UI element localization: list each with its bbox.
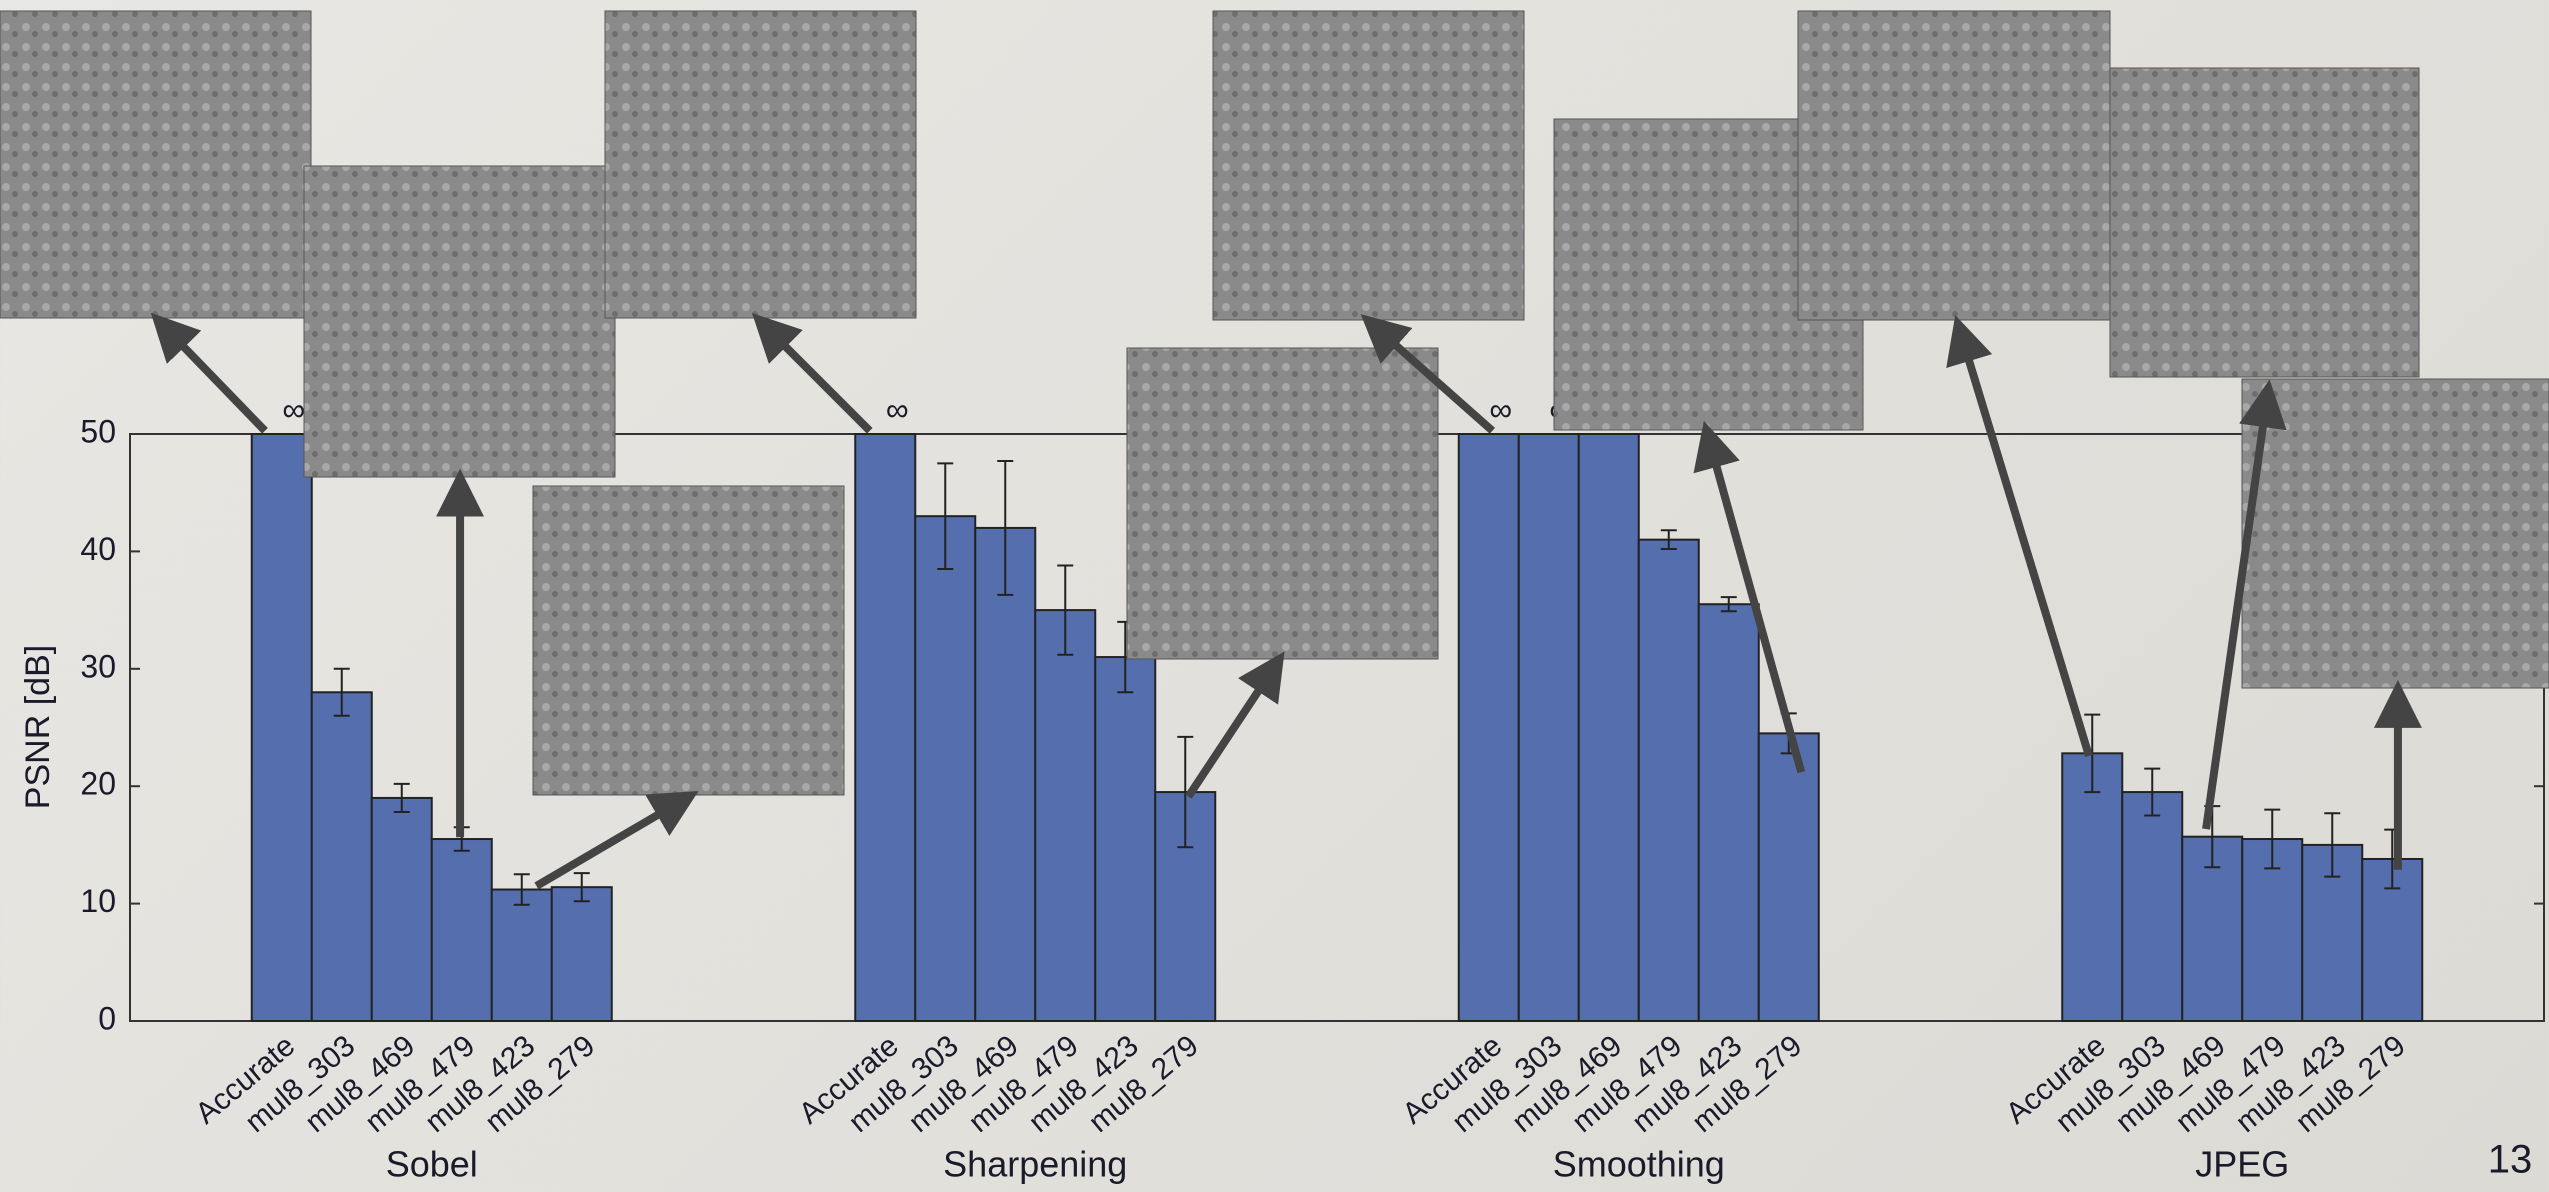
- bar: [1459, 434, 1519, 1021]
- bar: [975, 528, 1035, 1021]
- arrow: [167, 330, 265, 431]
- bar: [372, 798, 432, 1021]
- bar: [1759, 733, 1819, 1021]
- y-tick-label: 10: [80, 883, 116, 919]
- value-label: ∞: [886, 391, 909, 427]
- thumbnail-image: [2110, 68, 2419, 377]
- group-label: Smoothing: [1553, 1144, 1725, 1185]
- group-label: JPEG: [2195, 1144, 2289, 1185]
- y-tick-label: 40: [80, 531, 116, 567]
- arrow: [536, 803, 677, 886]
- bar: [2122, 792, 2182, 1021]
- thumbnail-image: [1127, 348, 1438, 659]
- bar: [312, 692, 372, 1021]
- bar: [855, 434, 915, 1021]
- y-tick-label: 30: [80, 648, 116, 684]
- chart: PSNR [dB] 13 01020304050Sobel∞Accuratemu…: [0, 0, 2549, 1192]
- bar: [1699, 604, 1759, 1021]
- y-axis-label: PSNR [dB]: [19, 645, 57, 809]
- thumbnail-image: [2242, 379, 2549, 688]
- bar: [252, 434, 312, 1021]
- group-label: Sharpening: [943, 1144, 1127, 1185]
- bar: [552, 887, 612, 1021]
- arrow: [1962, 338, 2089, 756]
- thumbnail-image: [304, 166, 615, 477]
- y-tick-label: 50: [80, 413, 116, 449]
- group-label: Sobel: [386, 1144, 478, 1185]
- bar: [492, 890, 552, 1021]
- arrow: [1188, 671, 1271, 796]
- bar: [1035, 610, 1095, 1021]
- arrow: [769, 330, 870, 431]
- bar: [1095, 657, 1155, 1021]
- value-label: ∞: [282, 391, 305, 427]
- thumbnail-image: [605, 11, 916, 318]
- thumbnail-image: [1213, 11, 1524, 320]
- bar: [2062, 753, 2122, 1021]
- bar: [1519, 434, 1579, 1021]
- slide: PSNR [dB] 13 01020304050Sobel∞Accuratemu…: [0, 0, 2549, 1192]
- y-tick-label: 20: [80, 766, 116, 802]
- bar: [432, 839, 492, 1021]
- thumbnail-image: [0, 11, 311, 318]
- bar: [1639, 540, 1699, 1021]
- bar: [915, 516, 975, 1021]
- thumbnail-image: [533, 486, 844, 795]
- thumbnail-image: [1798, 11, 2110, 320]
- bar: [1579, 434, 1639, 1021]
- value-label: ∞: [1489, 391, 1512, 427]
- y-tick-label: 0: [98, 1000, 116, 1036]
- page-number: 13: [2488, 1138, 2533, 1182]
